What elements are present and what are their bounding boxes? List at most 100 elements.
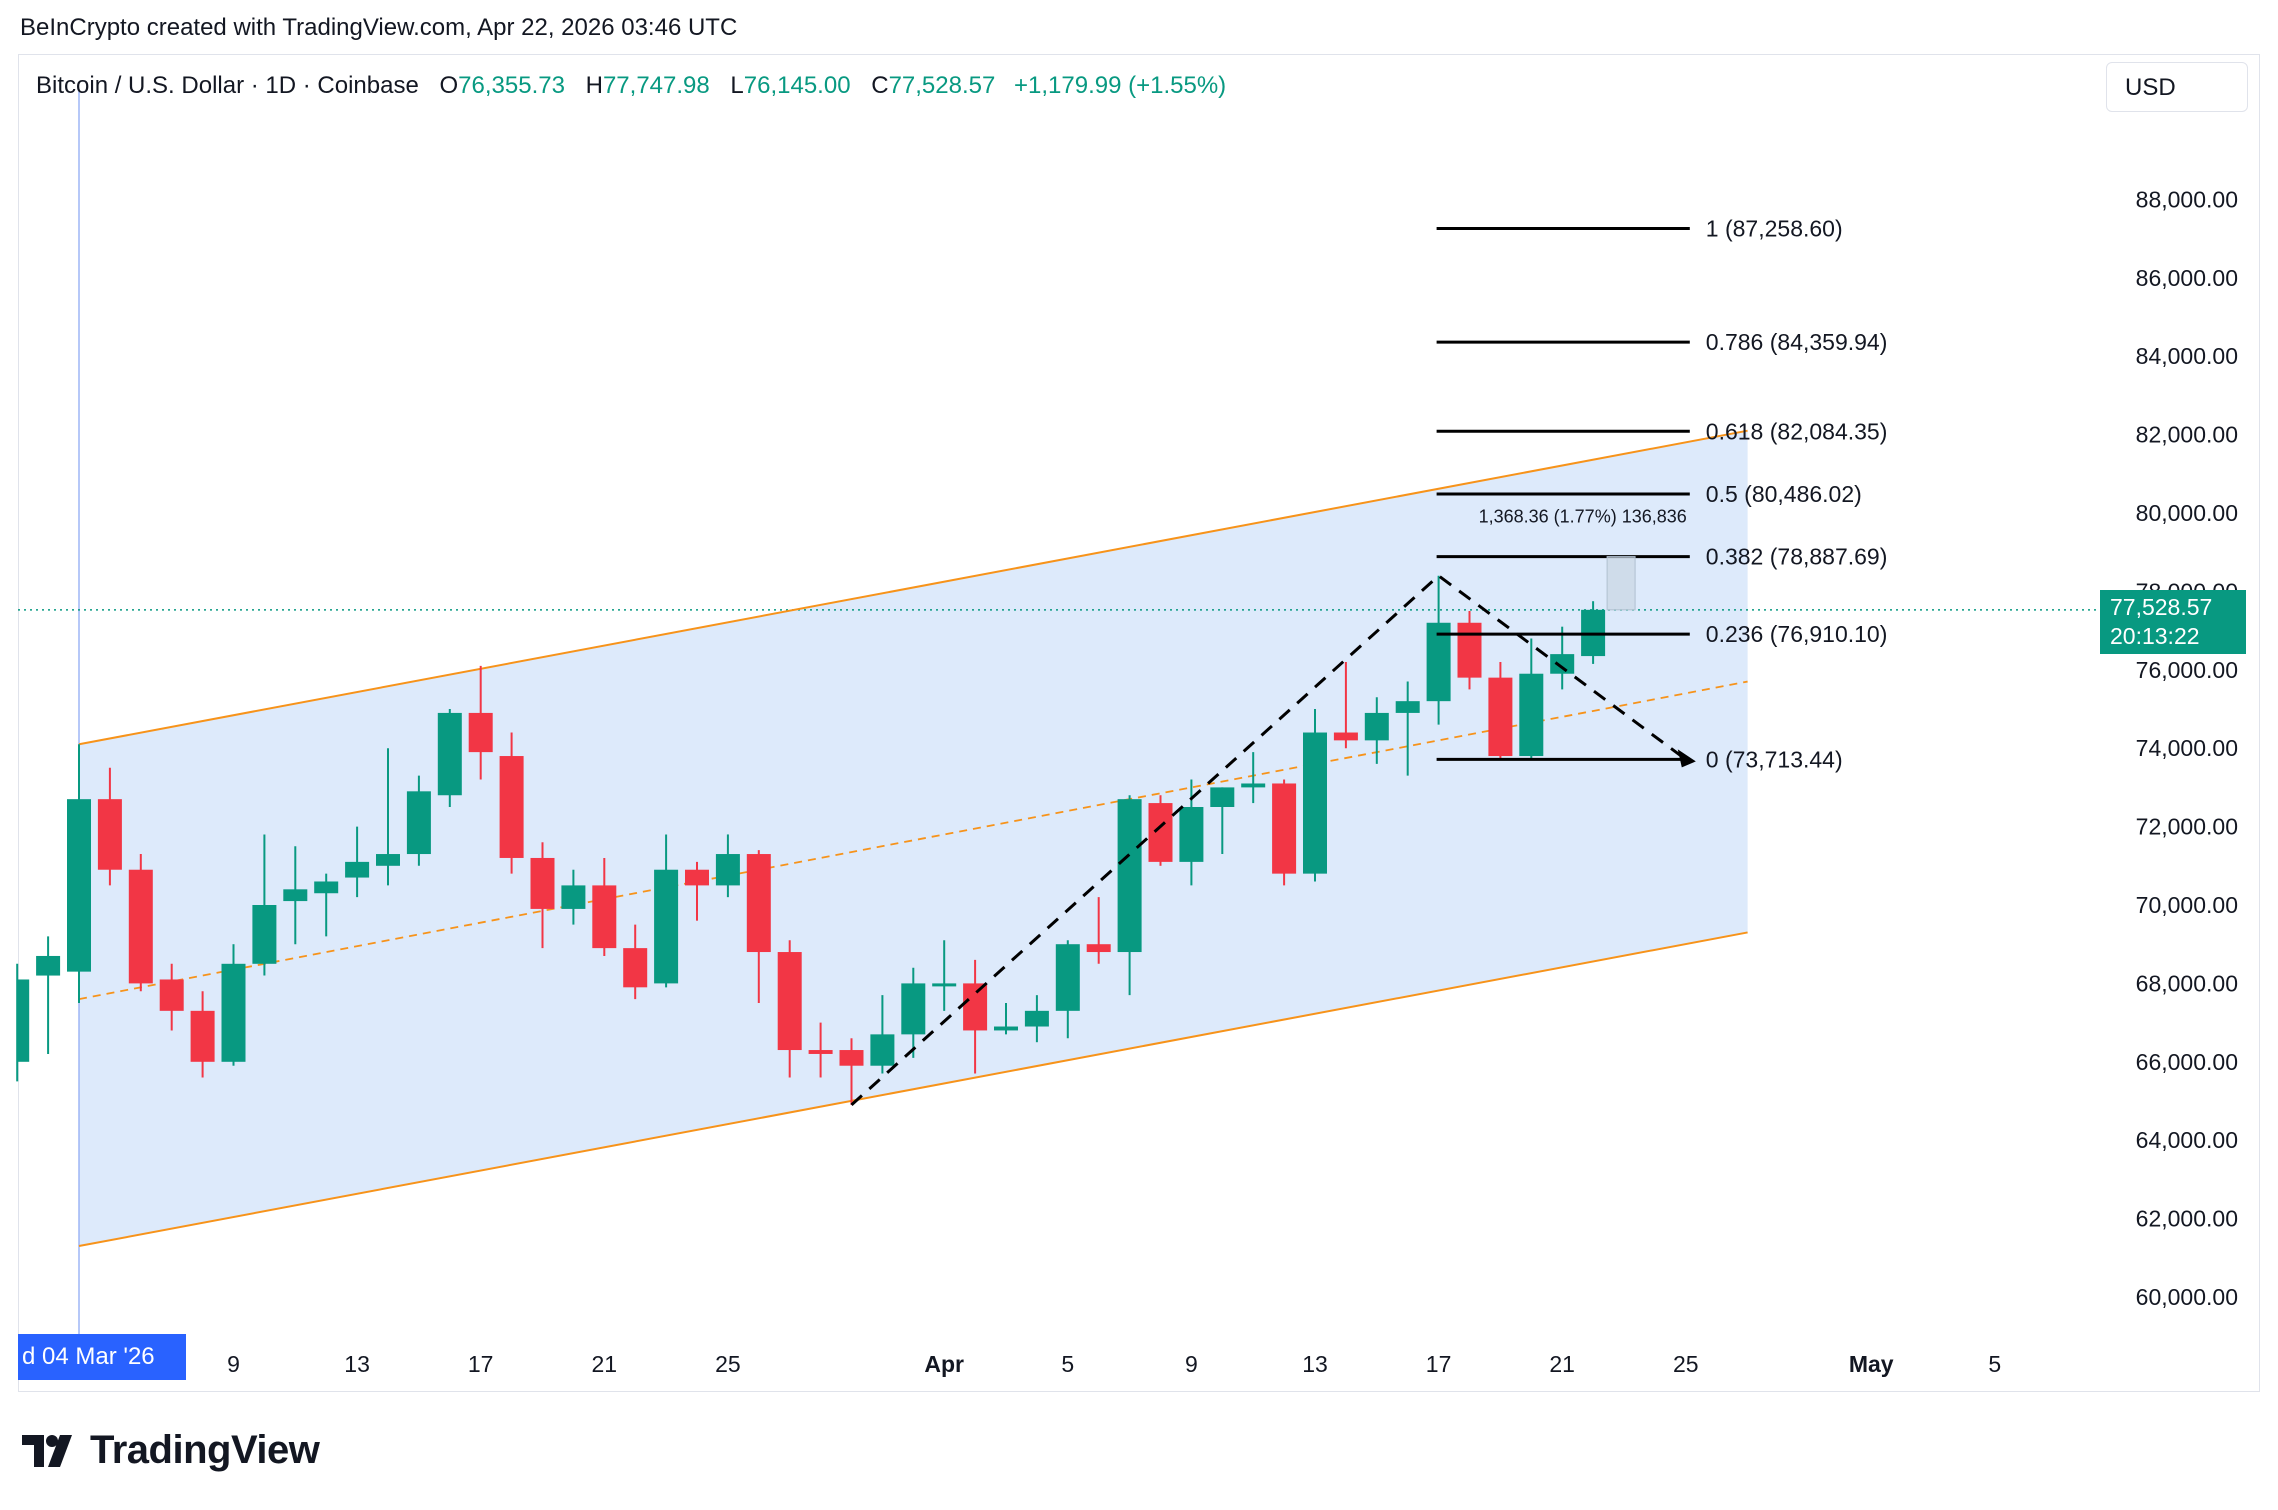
candle-body-41 <box>1272 783 1297 874</box>
fib-level-label-5: 0.236 (76,910.10) <box>1706 621 1888 647</box>
candle-body-32 <box>994 1026 1018 1031</box>
candle-body-47 <box>1457 622 1482 678</box>
candle-body-22 <box>685 869 709 886</box>
candle-body-37 <box>1148 803 1173 862</box>
ohlc-legend: Bitcoin / U.S. Dollar · 1D · Coinbase O7… <box>36 72 1226 100</box>
high-value: 77,747.98 <box>602 72 710 99</box>
tradingview-logo[interactable]: TradingView <box>22 1428 320 1473</box>
candle-body-38 <box>1179 807 1204 862</box>
x-tick-2: 13 <box>344 1351 370 1377</box>
fib-level-label-1: 0.786 (84,359.94) <box>1706 329 1888 355</box>
crosshair-date-tag: d 04 Mar '26 <box>18 1334 186 1380</box>
open-value: 76,355.73 <box>458 72 565 99</box>
candle-body-0 <box>18 979 30 1062</box>
y-tick-14: 88,000.00 <box>2136 186 2238 212</box>
x-tick-5: 25 <box>715 1351 741 1377</box>
x-tick-9: 13 <box>1302 1351 1328 1377</box>
candle-body-43 <box>1333 732 1358 741</box>
currency-selector[interactable]: USD <box>2106 62 2248 112</box>
candle-body-45 <box>1395 701 1420 713</box>
candle-body-39 <box>1210 787 1235 807</box>
attribution-text: BeInCrypto created with TradingView.com,… <box>20 14 738 41</box>
candle-body-30 <box>932 983 957 987</box>
channel-fill <box>79 430 1748 1247</box>
y-tick-11: 82,000.00 <box>2136 422 2238 448</box>
candle-body-40 <box>1241 783 1266 788</box>
candle-body-34 <box>1055 944 1080 1011</box>
fib-level-label-2: 0.618 (82,084.35) <box>1706 418 1888 444</box>
candle-body-8 <box>252 905 277 964</box>
y-tick-7: 74,000.00 <box>2136 735 2238 761</box>
candle-body-33 <box>1024 1010 1049 1027</box>
x-tick-7: 5 <box>1061 1351 1074 1377</box>
close-value: 77,528.57 <box>888 72 996 99</box>
candle-body-5 <box>159 979 184 1011</box>
candle-body-17 <box>530 857 555 909</box>
x-tick-3: 17 <box>468 1351 494 1377</box>
y-tick-10: 80,000.00 <box>2136 500 2238 526</box>
fib-level-label-0: 1 (87,258.60) <box>1706 215 1843 241</box>
x-tick-12: 25 <box>1673 1351 1699 1377</box>
symbol-title: Bitcoin / U.S. Dollar · 1D · Coinbase <box>36 72 419 99</box>
y-tick-5: 70,000.00 <box>2136 892 2238 918</box>
candle-body-28 <box>870 1034 895 1066</box>
last-price-tag: 77,528.57 20:13:22 <box>2100 590 2246 654</box>
candle-body-11 <box>345 861 370 878</box>
low-value: 76,145.00 <box>743 72 851 99</box>
candle-body-44 <box>1364 712 1389 741</box>
y-tick-12: 84,000.00 <box>2136 343 2238 369</box>
candle-body-50 <box>1550 654 1575 674</box>
x-tick-11: 21 <box>1549 1351 1575 1377</box>
channel-midline <box>78 680 1748 1000</box>
candle-body-24 <box>746 854 771 953</box>
candle-body-7 <box>221 963 246 1062</box>
candle-body-10 <box>314 881 339 894</box>
candle-body-29 <box>901 983 926 1035</box>
bar-countdown: 20:13:22 <box>2110 623 2200 649</box>
candle-body-27 <box>839 1050 864 1066</box>
channel-upper-line <box>78 429 1748 746</box>
fib-level-label-6: 0 (73,713.44) <box>1706 746 1843 772</box>
candle-body-25 <box>777 952 802 1051</box>
candle-body-14 <box>437 712 462 796</box>
candle-body-16 <box>499 756 524 858</box>
measure-label: 1,368.36 (1.77%) 136,836 <box>1479 507 1687 527</box>
candle-body-9 <box>283 889 308 902</box>
candle-body-2 <box>67 799 91 972</box>
y-tick-1: 62,000.00 <box>2136 1206 2238 1232</box>
candle-body-46 <box>1426 622 1451 702</box>
measure-box <box>1606 556 1636 611</box>
fib-level-label-3: 0.5 (80,486.02) <box>1706 481 1862 507</box>
open-label: O <box>439 72 459 99</box>
candle-body-12 <box>376 854 400 866</box>
candle-body-20 <box>623 948 648 988</box>
y-tick-13: 86,000.00 <box>2136 265 2238 291</box>
candle-body-36 <box>1117 799 1142 953</box>
y-tick-2: 64,000.00 <box>2136 1127 2238 1153</box>
candle-body-15 <box>468 712 493 753</box>
candle-body-35 <box>1086 944 1111 953</box>
low-label: L <box>730 72 744 99</box>
y-tick-6: 72,000.00 <box>2136 814 2238 840</box>
candle-body-1 <box>36 955 61 976</box>
channel-lower-line <box>78 931 1748 1248</box>
close-label: C <box>871 72 889 99</box>
last-price-value: 77,528.57 <box>2110 594 2213 620</box>
y-tick-3: 66,000.00 <box>2136 1049 2238 1075</box>
x-tick-4: 21 <box>592 1351 618 1377</box>
candle-body-49 <box>1519 673 1544 757</box>
high-label: H <box>585 72 603 99</box>
candle-body-18 <box>561 885 586 909</box>
candle-body-19 <box>592 885 617 949</box>
candle-body-21 <box>654 869 679 984</box>
candle-body-26 <box>808 1050 833 1054</box>
tradingview-logo-word: TradingView <box>90 1428 320 1472</box>
candle-body-31 <box>963 983 988 1031</box>
y-tick-4: 68,000.00 <box>2136 970 2238 996</box>
y-tick-8: 76,000.00 <box>2136 657 2238 683</box>
candle-body-3 <box>97 799 122 870</box>
x-tick-14: 5 <box>1988 1351 2001 1377</box>
candle-body-6 <box>190 1010 215 1062</box>
candle-body-23 <box>715 854 740 886</box>
